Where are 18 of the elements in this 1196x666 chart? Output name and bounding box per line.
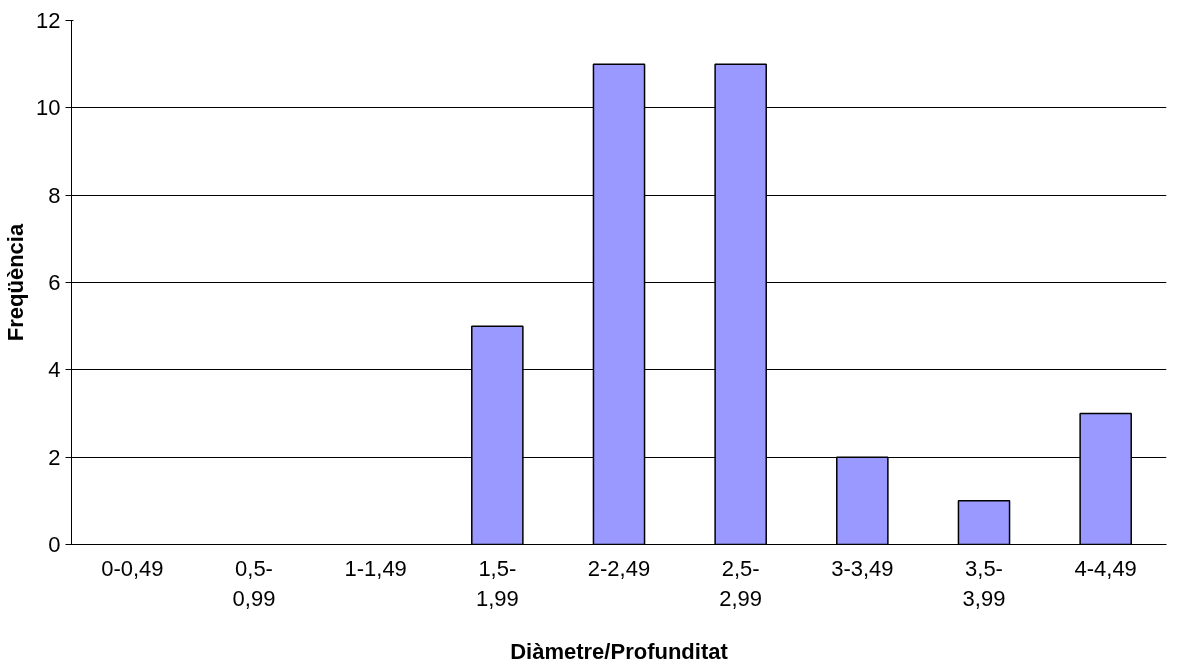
x-tick-label: 3-3,49	[831, 555, 894, 581]
x-axis-title: Diàmetre/Profunditat	[510, 638, 729, 664]
x-tick-label: 1,5- 1,99	[475, 555, 519, 611]
x-tick-label: 2,5- 2,99	[719, 555, 763, 611]
x-tick-label: 0,5- 0,99	[232, 555, 276, 611]
y-tick-label: 4	[48, 357, 61, 383]
x-tick-label: 2-2,49	[587, 555, 651, 581]
y-tick-label: 2	[48, 444, 61, 470]
y-tick-label: 12	[36, 8, 61, 33]
x-tick-label: 4-4,49	[1074, 555, 1137, 581]
y-axis-title: Freqüència	[3, 223, 29, 342]
x-tick-label: 1-1,49	[344, 555, 407, 581]
x-tick-label: 0-0,49	[101, 555, 164, 581]
y-tick-label: 10	[36, 95, 61, 121]
x-tick-label: 3,5- 3,99	[962, 555, 1006, 611]
y-tick-label: 8	[48, 182, 61, 208]
y-tick-label: 0	[48, 532, 61, 557]
y-tick-label: 6	[48, 270, 61, 295]
